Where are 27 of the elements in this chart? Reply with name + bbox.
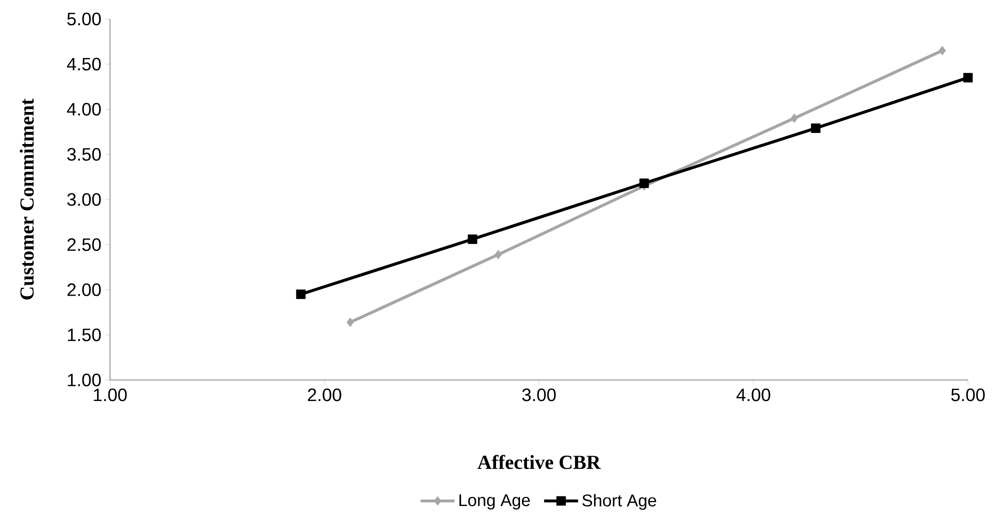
point: [810, 123, 820, 133]
y-tick-label: 4.00: [66, 102, 101, 116]
x-tick-label: 5.00: [951, 388, 985, 402]
x-axis-title: Affective CBR: [478, 454, 601, 470]
point: [790, 114, 798, 124]
point: [639, 178, 649, 188]
y-tick-label: 3.00: [67, 193, 101, 206]
y-tick-label: 1.50: [68, 328, 101, 342]
y-tick-label: 4.50: [66, 58, 101, 70]
y-tick-label: 3.50: [67, 148, 101, 161]
legend-label: Long Age: [459, 494, 530, 510]
point: [346, 318, 354, 327]
x-tick-label: 3.00: [522, 388, 556, 402]
point: [963, 72, 973, 82]
point: [494, 250, 502, 260]
y-tick-label: 2.50: [67, 238, 101, 251]
point: [468, 234, 478, 244]
y-axis-title: Customer Commitment: [20, 98, 34, 300]
point: [938, 46, 946, 56]
x-tick-label: 1.00: [94, 388, 127, 402]
x-tick-label: 4.00: [736, 388, 770, 402]
legend-label: Short Age: [582, 494, 656, 510]
point: [296, 290, 306, 299]
y-tick-label: 5.00: [67, 12, 101, 26]
y-tick-label: 2.00: [67, 283, 101, 296]
y-tick-label: 1.00: [68, 374, 101, 386]
x-tick-label: 2.00: [308, 388, 342, 402]
